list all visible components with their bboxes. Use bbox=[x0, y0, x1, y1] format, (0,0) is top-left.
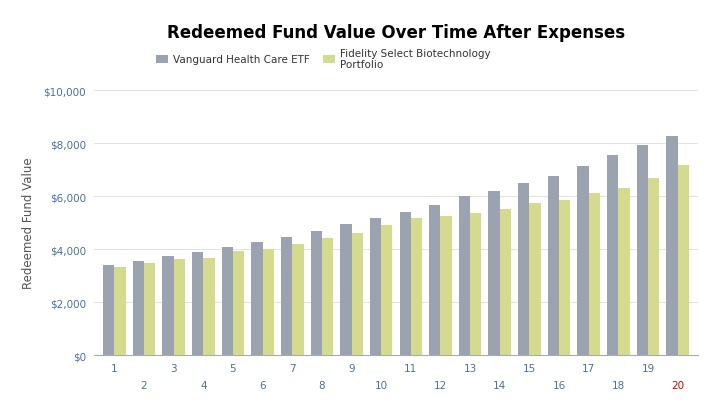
Bar bbox=[310, 231, 322, 355]
Bar bbox=[441, 217, 451, 355]
Bar bbox=[381, 225, 392, 355]
Bar bbox=[500, 209, 511, 355]
Text: 12: 12 bbox=[434, 380, 447, 390]
Bar bbox=[351, 234, 363, 355]
Bar bbox=[667, 136, 678, 355]
Text: 4: 4 bbox=[200, 380, 207, 390]
Bar bbox=[292, 244, 304, 355]
Bar bbox=[400, 213, 411, 355]
Bar bbox=[636, 145, 648, 355]
Bar bbox=[488, 191, 500, 355]
Text: 20: 20 bbox=[671, 380, 684, 390]
Bar bbox=[607, 155, 618, 355]
Bar bbox=[429, 205, 441, 355]
Bar bbox=[251, 242, 263, 355]
Text: 14: 14 bbox=[493, 380, 506, 390]
Text: 10: 10 bbox=[374, 380, 388, 390]
Bar bbox=[577, 167, 589, 355]
Bar bbox=[618, 188, 629, 355]
Text: 16: 16 bbox=[552, 380, 566, 390]
Bar bbox=[281, 237, 292, 355]
Bar bbox=[648, 178, 660, 355]
Bar bbox=[174, 259, 185, 355]
Bar bbox=[548, 177, 559, 355]
Bar bbox=[529, 203, 541, 355]
Bar bbox=[678, 165, 689, 355]
Bar bbox=[459, 197, 470, 355]
Bar bbox=[518, 184, 529, 355]
Bar bbox=[144, 263, 156, 355]
Bar bbox=[559, 200, 570, 355]
Text: 8: 8 bbox=[318, 380, 325, 390]
Bar bbox=[411, 219, 422, 355]
Bar bbox=[470, 213, 482, 355]
Bar bbox=[263, 249, 274, 355]
Bar bbox=[222, 247, 233, 355]
Bar bbox=[103, 266, 114, 355]
Bar bbox=[589, 194, 600, 355]
Y-axis label: Redeemed Fund Value: Redeemed Fund Value bbox=[22, 157, 35, 289]
Bar bbox=[192, 253, 203, 355]
Text: 2: 2 bbox=[140, 380, 148, 390]
Bar bbox=[163, 257, 174, 355]
Text: 6: 6 bbox=[259, 380, 266, 390]
Title: Redeemed Fund Value Over Time After Expenses: Redeemed Fund Value Over Time After Expe… bbox=[167, 24, 625, 42]
Bar bbox=[370, 219, 381, 355]
Bar bbox=[322, 238, 333, 355]
Bar bbox=[132, 261, 144, 355]
Bar bbox=[341, 224, 351, 355]
Text: 18: 18 bbox=[612, 380, 625, 390]
Bar bbox=[233, 251, 244, 355]
Bar bbox=[203, 258, 215, 355]
Legend: Vanguard Health Care ETF, Fidelity Select Biotechnology
Portfolio: Vanguard Health Care ETF, Fidelity Selec… bbox=[156, 48, 491, 70]
Bar bbox=[114, 267, 125, 355]
